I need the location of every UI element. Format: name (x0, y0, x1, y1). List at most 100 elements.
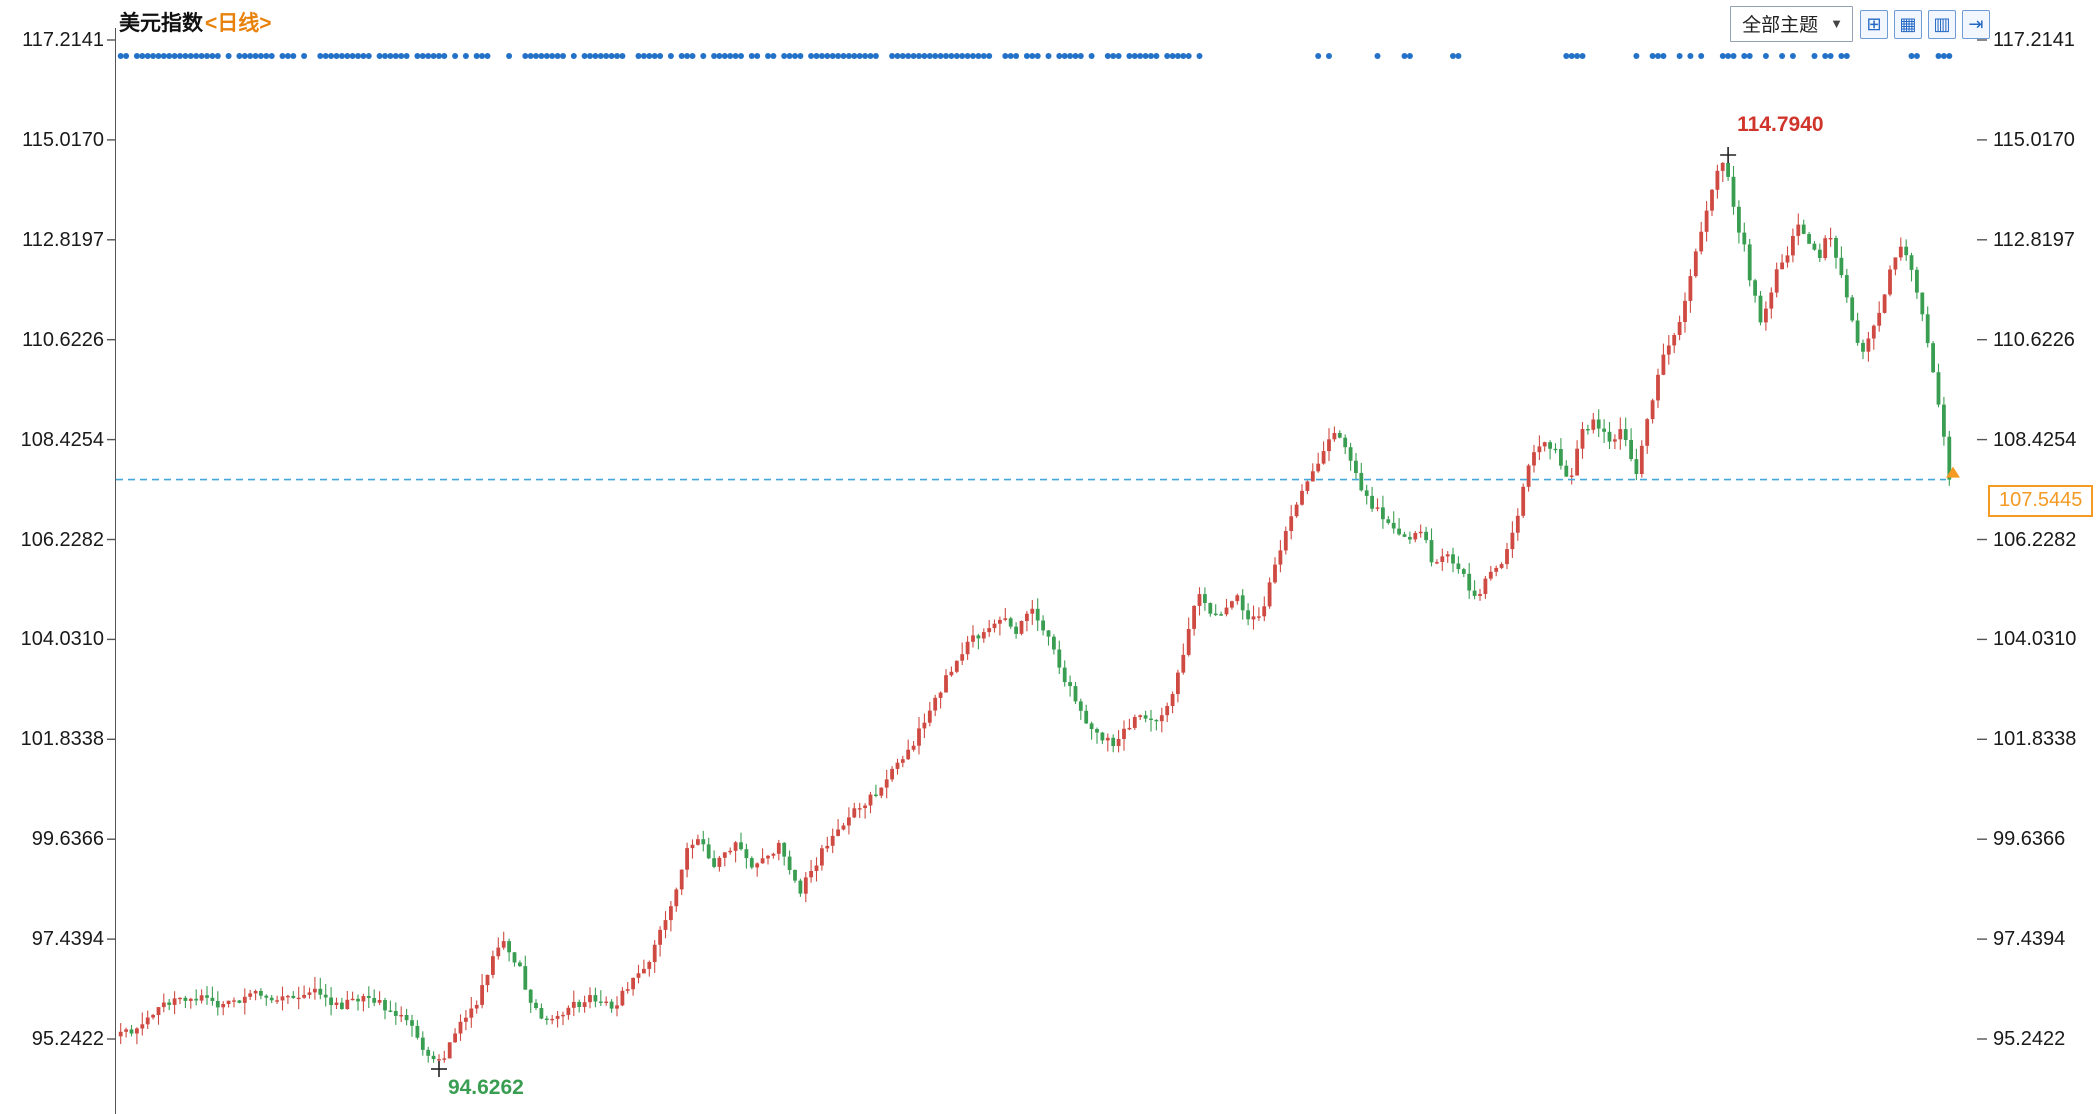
event-marker-dot[interactable] (543, 53, 550, 59)
event-marker-dot[interactable] (1789, 53, 1796, 59)
event-marker-dot[interactable] (1164, 53, 1171, 59)
event-marker-dot[interactable] (549, 53, 556, 59)
event-marker-dot[interactable] (1935, 53, 1942, 59)
event-marker-dot[interactable] (646, 53, 653, 59)
event-marker-dot[interactable] (980, 53, 987, 59)
event-marker-dot[interactable] (117, 53, 124, 59)
event-marker-dot[interactable] (975, 53, 982, 59)
event-marker-dot[interactable] (824, 53, 831, 59)
event-marker-dot[interactable] (651, 53, 658, 59)
event-marker-dot[interactable] (257, 53, 264, 59)
event-marker-dot[interactable] (953, 53, 960, 59)
event-marker-dot[interactable] (899, 53, 906, 59)
event-marker-dot[interactable] (603, 53, 610, 59)
event-marker-dot[interactable] (727, 53, 734, 59)
event-marker-dot[interactable] (1315, 53, 1322, 59)
event-marker-dot[interactable] (1169, 53, 1176, 59)
event-marker-dot[interactable] (1719, 53, 1726, 59)
event-marker-dot[interactable] (123, 53, 130, 59)
event-marker-dot[interactable] (473, 53, 480, 59)
event-marker-dot[interactable] (732, 53, 739, 59)
event-marker-dot[interactable] (1730, 53, 1737, 59)
event-marker-dot[interactable] (818, 53, 825, 59)
event-marker-dot[interactable] (845, 53, 852, 59)
event-marker-dot[interactable] (452, 53, 459, 59)
event-marker-dot[interactable] (166, 53, 173, 59)
event-marker-dot[interactable] (840, 53, 847, 59)
event-marker-dot[interactable] (171, 53, 178, 59)
event-marker-dot[interactable] (1131, 53, 1138, 59)
event-marker-dot[interactable] (813, 53, 820, 59)
event-marker-dot[interactable] (403, 53, 410, 59)
event-marker-dot[interactable] (808, 53, 815, 59)
event-marker-dot[interactable] (252, 53, 259, 59)
event-marker-dot[interactable] (382, 53, 388, 59)
event-marker-dot[interactable] (581, 53, 588, 59)
event-marker-dot[interactable] (1137, 53, 1144, 59)
event-marker-dot[interactable] (419, 53, 426, 59)
event-marker-dot[interactable] (150, 53, 157, 59)
event-marker-dot[interactable] (1660, 53, 1667, 59)
event-marker-dot[interactable] (872, 53, 879, 59)
event-marker-dot[interactable] (133, 53, 140, 59)
event-marker-dot[interactable] (247, 53, 254, 59)
event-marker-dot[interactable] (1811, 53, 1818, 59)
event-marker-dot[interactable] (1741, 53, 1748, 59)
event-marker-dot[interactable] (193, 53, 200, 59)
event-marker-dot[interactable] (867, 53, 874, 59)
event-marker-dot[interactable] (155, 53, 162, 59)
event-marker-dot[interactable] (479, 53, 486, 59)
event-marker-dot[interactable] (1067, 53, 1074, 59)
event-marker-dot[interactable] (792, 53, 798, 59)
event-marker-dot[interactable] (1174, 53, 1181, 59)
event-marker-dot[interactable] (1940, 53, 1947, 59)
event-marker-dot[interactable] (1104, 53, 1111, 59)
event-marker-dot[interactable] (1401, 53, 1408, 59)
event-marker-dot[interactable] (182, 53, 189, 59)
event-marker-dot[interactable] (770, 53, 777, 59)
event-marker-dot[interactable] (1762, 53, 1769, 59)
event-marker-dot[interactable] (187, 53, 194, 59)
event-marker-dot[interactable] (587, 53, 593, 59)
event-marker-dot[interactable] (905, 53, 912, 59)
event-marker-dot[interactable] (1563, 53, 1570, 59)
event-marker-dot[interactable] (1061, 53, 1068, 59)
event-marker-dot[interactable] (376, 53, 383, 59)
event-marker-dot[interactable] (1655, 53, 1661, 59)
event-marker-dot[interactable] (522, 53, 529, 59)
event-marker-dot[interactable] (328, 53, 335, 59)
event-marker-dot[interactable] (894, 53, 901, 59)
event-marker-dot[interactable] (862, 53, 869, 59)
event-marker-dot[interactable] (1142, 53, 1149, 59)
event-marker-dot[interactable] (684, 53, 691, 59)
event-marker-dot[interactable] (322, 53, 329, 59)
event-marker-dot[interactable] (1153, 53, 1160, 59)
event-marker-dot[interactable] (678, 53, 685, 59)
event-marker-dot[interactable] (236, 53, 243, 59)
event-marker-dot[interactable] (301, 53, 308, 59)
event-marker-dot[interactable] (1725, 53, 1732, 59)
event-marker-dot[interactable] (1013, 53, 1020, 59)
event-marker-dot[interactable] (797, 53, 804, 59)
event-marker-dot[interactable] (225, 53, 232, 59)
split-panel-icon[interactable]: ▥ (1928, 9, 1956, 39)
event-marker-dot[interactable] (1649, 53, 1656, 59)
event-marker-dot[interactable] (916, 53, 922, 59)
event-marker-dot[interactable] (1374, 53, 1381, 59)
event-marker-dot[interactable] (538, 53, 545, 59)
event-marker-dot[interactable] (1045, 53, 1052, 59)
event-marker-dot[interactable] (943, 53, 949, 59)
event-marker-dot[interactable] (214, 53, 221, 59)
event-marker-dot[interactable] (748, 53, 755, 59)
event-marker-dot[interactable] (921, 53, 928, 59)
event-marker-dot[interactable] (425, 53, 432, 59)
event-marker-dot[interactable] (1034, 53, 1041, 59)
event-marker-dot[interactable] (1946, 53, 1953, 59)
event-marker-dot[interactable] (1077, 53, 1084, 59)
event-marker-dot[interactable] (1687, 53, 1694, 59)
event-marker-dot[interactable] (263, 53, 270, 59)
event-marker-dot[interactable] (1779, 53, 1786, 59)
event-marker-dot[interactable] (1110, 53, 1117, 59)
theme-dropdown[interactable]: 全部主题 ▼ (1730, 6, 1853, 42)
event-marker-dot[interactable] (964, 53, 971, 59)
